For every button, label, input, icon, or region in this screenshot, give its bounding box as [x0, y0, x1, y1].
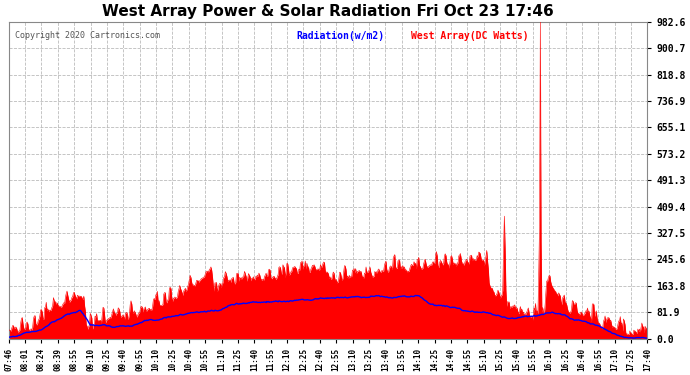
- Text: Copyright 2020 Cartronics.com: Copyright 2020 Cartronics.com: [15, 31, 160, 40]
- Text: West Array(DC Watts): West Array(DC Watts): [411, 31, 529, 41]
- Title: West Array Power & Solar Radiation Fri Oct 23 17:46: West Array Power & Solar Radiation Fri O…: [102, 4, 554, 19]
- Text: Radiation(w/m2): Radiation(w/m2): [296, 31, 384, 41]
